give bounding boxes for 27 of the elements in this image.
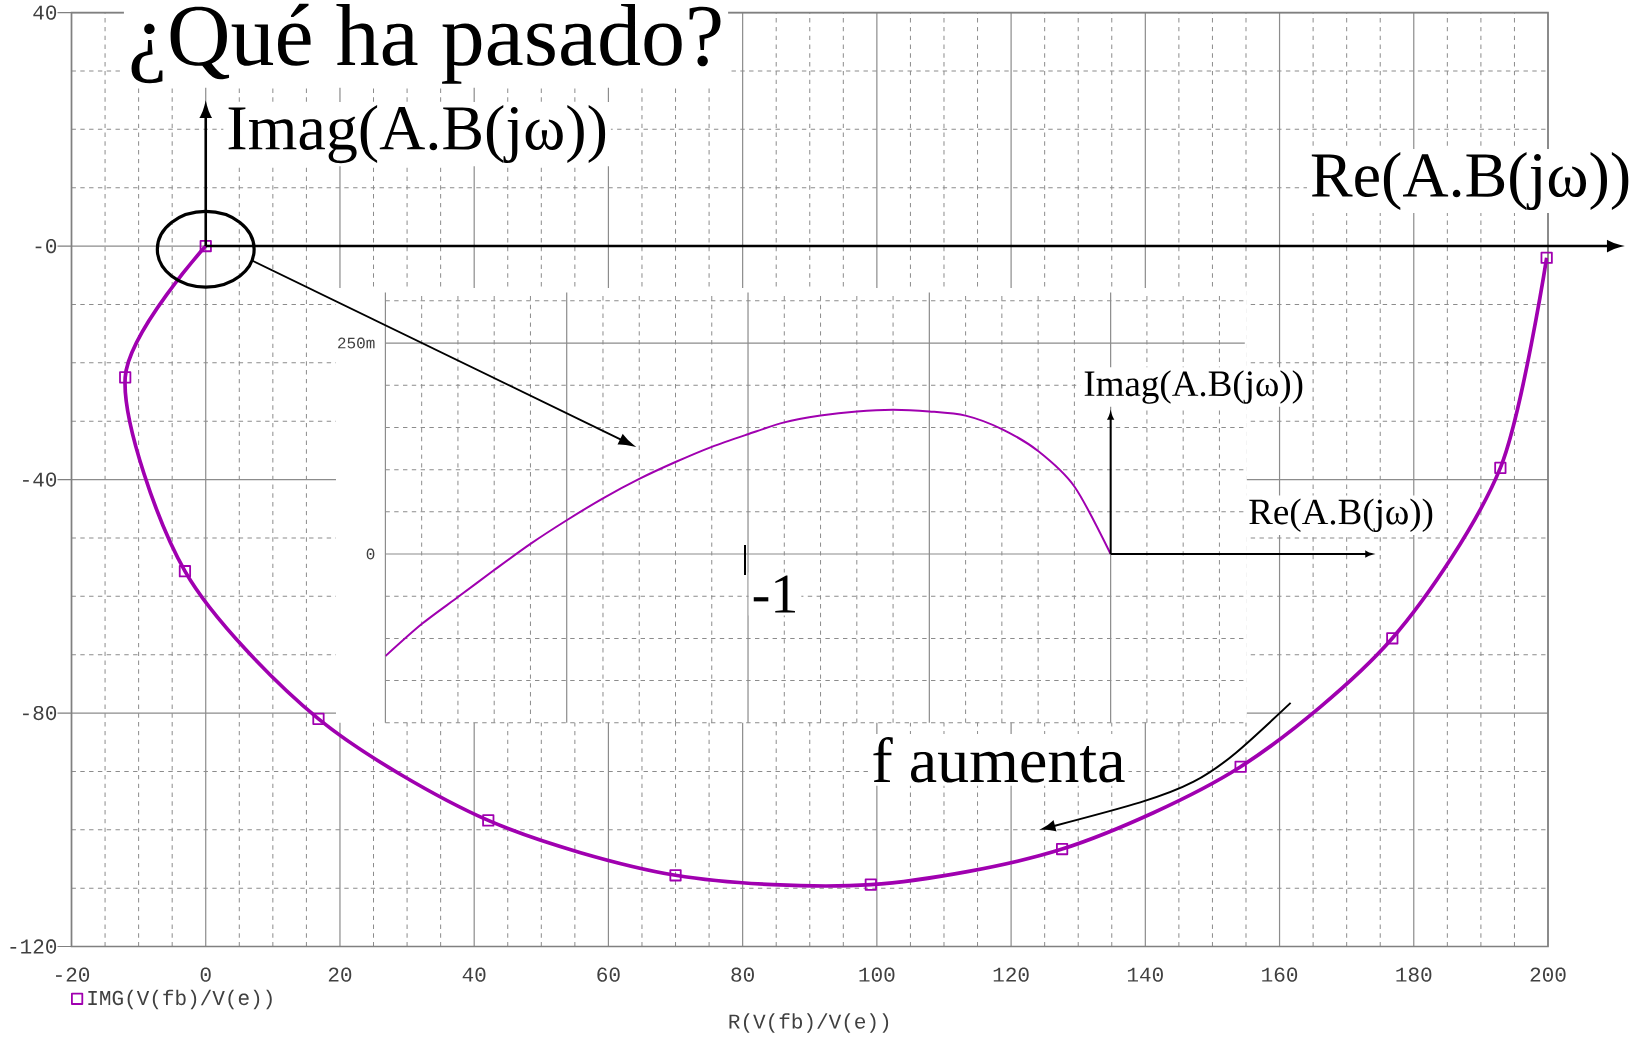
- ref-line-label: Imag(A.B(jω)): [228, 104, 606, 164]
- x-tick-label: 40: [462, 967, 486, 982]
- annotation: f aumenta: [873, 736, 1125, 783]
- annotation: -1: [753, 575, 795, 613]
- annotation: Imag(A.B(jω)): [1084, 370, 1303, 404]
- x-tick-label: 20: [328, 967, 352, 982]
- x-axis-title: R(V(fb)/V(e)): [729, 1013, 889, 1033]
- x-tick-label: 140: [1127, 967, 1163, 982]
- x-tick-label: 80: [731, 967, 754, 982]
- x-tick-label: 60: [597, 967, 620, 982]
- y-tick-label: 40: [33, 5, 57, 20]
- y-tick-label: 250m: [338, 337, 375, 349]
- x-tick-label: 200: [1530, 967, 1566, 982]
- chart-title: ¿Qué ha pasado?: [131, 3, 721, 84]
- y-tick-label: -40: [23, 472, 57, 487]
- y-tick-label: -80: [23, 705, 57, 721]
- ref-line-label: Re(A.B(jω)): [1311, 152, 1629, 211]
- x-tick-label: 120: [993, 967, 1029, 982]
- x-tick-label: 0: [200, 967, 211, 982]
- y-tick-label: -120: [10, 939, 57, 954]
- x-tick-label: 100: [859, 967, 895, 982]
- x-tick-label: 160: [1262, 967, 1298, 982]
- x-tick-label: -20: [56, 967, 90, 982]
- y-tick-label: -0: [35, 238, 57, 254]
- x-tick-label: 180: [1396, 967, 1432, 982]
- ref-line-label: Re(A.B(jω)): [1249, 498, 1433, 532]
- legend-label: IMG(V(fb)/V(e)): [88, 989, 272, 1010]
